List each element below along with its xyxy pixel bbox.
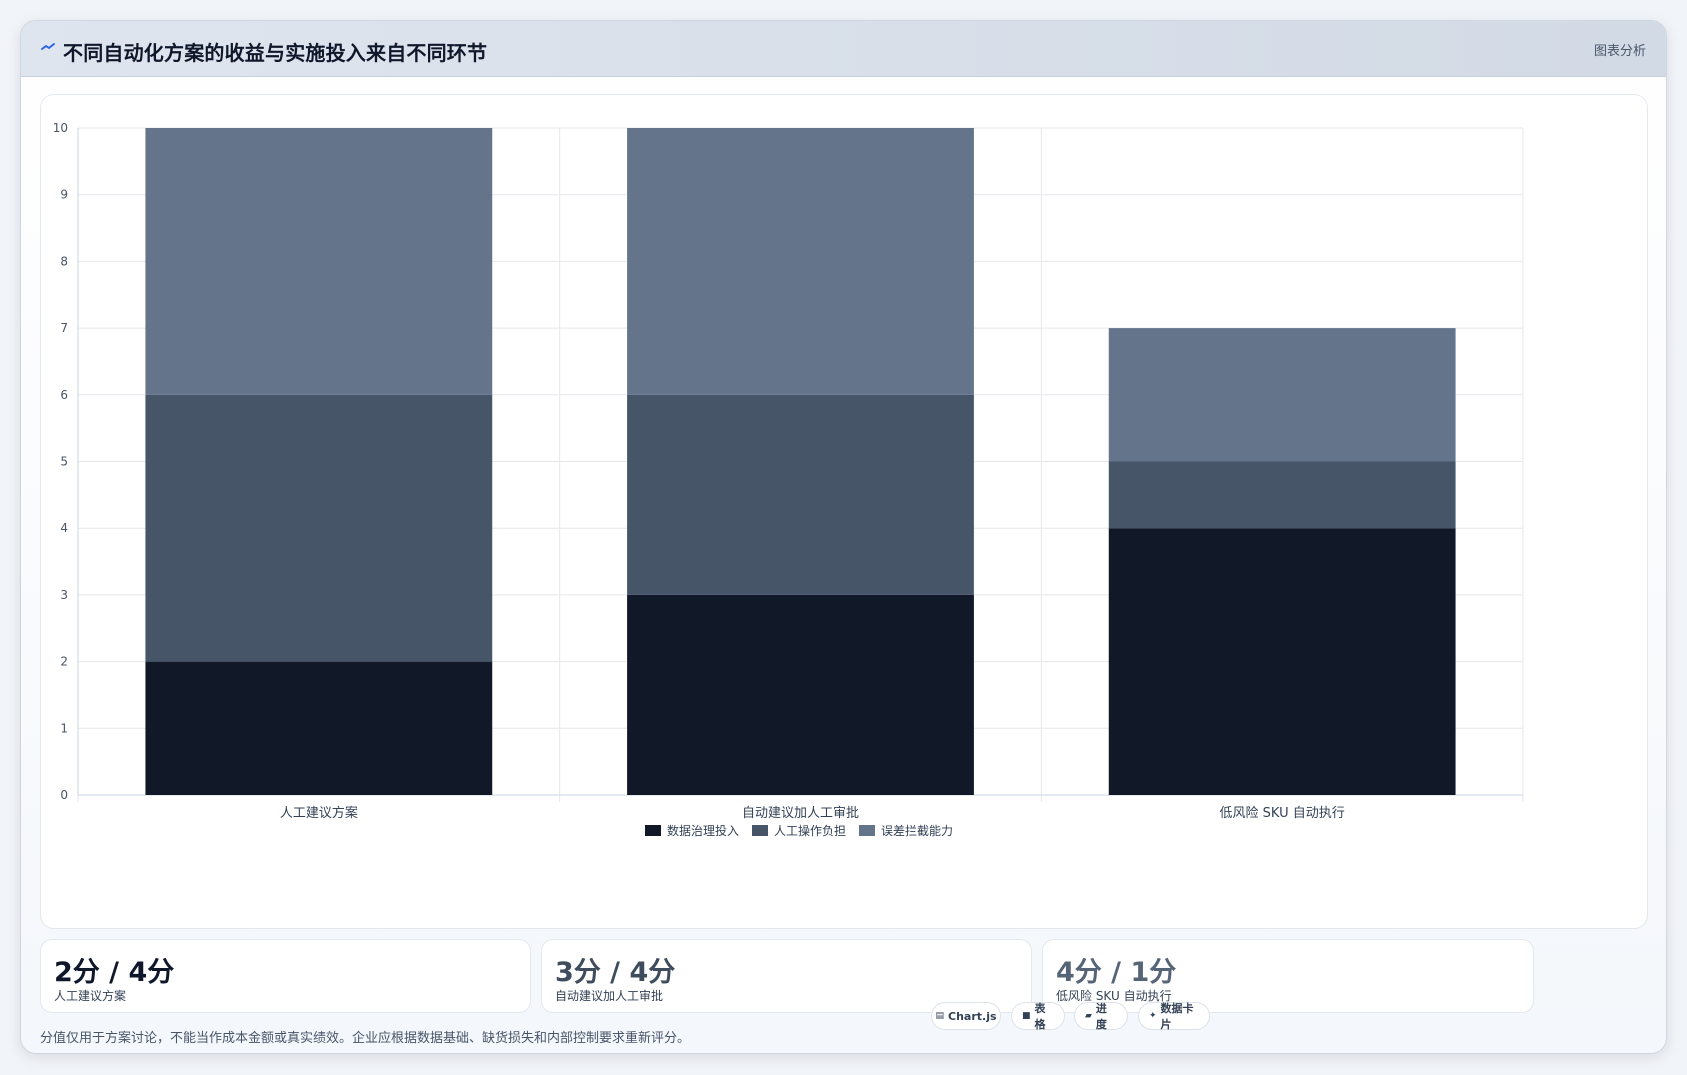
chip-progress[interactable]: ▰ 进度 xyxy=(1074,1002,1128,1031)
kpi-label: 人工建议方案 xyxy=(54,989,127,1003)
kpi-card-auto: 4分 / 1分 低风险 SKU 自动执行 xyxy=(1042,939,1534,1013)
y-tick-label: 9 xyxy=(60,188,68,202)
chip-table[interactable]: ■ 表格 xyxy=(1011,1002,1065,1031)
legend-label: 数据治理投入 xyxy=(667,823,739,838)
bar-segment xyxy=(145,128,493,395)
x-tick-label: 人工建议方案 xyxy=(280,805,358,821)
y-tick-label: 10 xyxy=(53,121,68,135)
table-icon: ■ xyxy=(1022,1011,1031,1021)
chart-card: 不同自动化方案的收益与实施投入来自不同环节 图表分析 0 1 2 3 4 5 6 7 8 9 10 人… xyxy=(20,20,1667,1054)
trend-line-icon xyxy=(41,43,55,50)
bar-segment xyxy=(145,661,493,795)
footnote: 分值仅用于方案讨论，不能当作成本金额或真实绩效。企业应根据数据基础、缺货损失和内… xyxy=(40,1031,691,1046)
bar-segment xyxy=(627,128,974,395)
bar-segment xyxy=(1108,328,1456,462)
y-tick-label: 6 xyxy=(60,388,68,402)
y-tick-label: 3 xyxy=(60,588,68,602)
kpi-value: 4分 / 1分 xyxy=(1056,957,1177,988)
sparkle-icon: ✦ xyxy=(1149,1011,1157,1021)
stacked-bar-chart: 0 1 2 3 4 5 6 7 8 9 10 人工建议方案 自动建议加人工审批 低风险 SKU 自动执行数… xyxy=(53,121,1524,838)
x-tick-label: 自动建议加人工审批 xyxy=(742,806,859,821)
kpi-card-manual: 2分 / 4分 人工建议方案 xyxy=(40,939,531,1013)
kpi-value: 3分 / 4分 xyxy=(555,957,676,988)
page-title: 不同自动化方案的收益与实施投入来自不同环节 xyxy=(63,41,488,65)
kpi-label: 自动建议加人工审批 xyxy=(555,989,664,1003)
bar-segment xyxy=(627,394,974,595)
chip-label: Chart.js xyxy=(948,1009,997,1023)
y-tick-label: 5 xyxy=(60,455,68,469)
y-tick-label: 1 xyxy=(60,721,68,735)
chip-data-cards[interactable]: ✦ 数据卡片 xyxy=(1138,1002,1210,1031)
legend-label: 人工操作负担 xyxy=(774,823,846,838)
kpi-card-approval: 3分 / 4分 自动建议加人工审批 xyxy=(541,939,1032,1013)
legend-label: 误差拦截能力 xyxy=(881,824,953,838)
y-tick-label: 7 xyxy=(60,321,68,335)
y-tick-label: 4 xyxy=(60,521,68,535)
chip-label: 进度 xyxy=(1095,1002,1107,1031)
chart-analysis-tag: 图表分析 xyxy=(1593,44,1646,59)
bar-segment xyxy=(1108,528,1456,795)
y-tick-label: 2 xyxy=(60,655,68,669)
bar-segment xyxy=(627,594,974,795)
chip-chartjs[interactable]: ▤ Chart.js xyxy=(931,1002,1001,1030)
legend-swatch xyxy=(752,825,768,836)
legend-swatch xyxy=(645,825,661,836)
progress-icon: ▰ xyxy=(1085,1011,1092,1021)
chart-icon: ▤ xyxy=(935,1011,944,1021)
kpi-value: 2分 / 4分 xyxy=(54,957,175,988)
bar-segment xyxy=(1108,461,1456,529)
legend-swatch xyxy=(859,825,875,836)
y-tick-label: 8 xyxy=(60,254,68,268)
y-tick-label: 0 xyxy=(60,788,68,802)
kpi-label: 低风险 SKU 自动执行 xyxy=(1056,989,1172,1003)
bar-segment xyxy=(145,394,493,662)
chart-panel: 0 1 2 3 4 5 6 7 8 9 10 人工建议方案 自动建议加人工审批 低风险 SKU 自动执行数… xyxy=(40,94,1648,929)
x-tick-label: 低风险 SKU 自动执行 xyxy=(1220,806,1345,821)
chip-label: 表格 xyxy=(1034,1002,1046,1031)
chip-label: 数据卡片 xyxy=(1160,1002,1194,1031)
card-header: 不同自动化方案的收益与实施投入来自不同环节 图表分析 xyxy=(21,21,1666,77)
